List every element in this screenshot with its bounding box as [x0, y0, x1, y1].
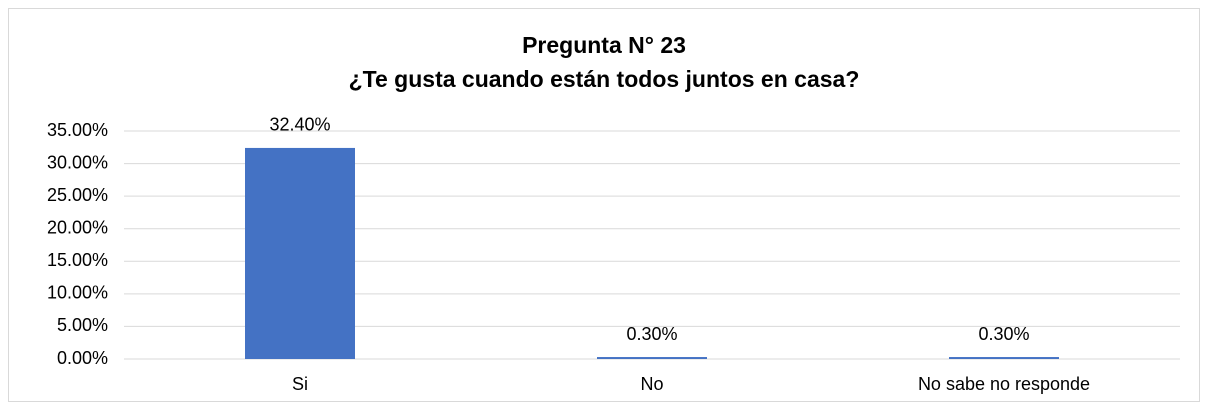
data-label: 0.30%	[626, 324, 677, 344]
x-tick-label: No sabe no responde	[918, 374, 1090, 394]
chart-title: Pregunta N° 23	[522, 32, 686, 58]
y-tick-label: 25.00%	[47, 185, 108, 205]
bar	[597, 357, 707, 359]
y-tick-label: 10.00%	[47, 283, 108, 303]
y-tick-label: 15.00%	[47, 250, 108, 270]
data-label: 0.30%	[978, 324, 1029, 344]
x-tick-label: Si	[292, 374, 308, 394]
y-tick-label: 35.00%	[47, 120, 108, 140]
y-tick-label: 30.00%	[47, 152, 108, 172]
bar	[245, 147, 355, 359]
x-tick-label: No	[640, 374, 663, 394]
chart-subtitle: ¿Te gusta cuando están todos juntos en c…	[349, 66, 860, 92]
bar	[949, 357, 1059, 359]
y-tick-label: 0.00%	[57, 348, 108, 368]
y-tick-label: 5.00%	[57, 315, 108, 335]
data-label: 32.40%	[269, 115, 330, 135]
chart-frame	[8, 8, 1200, 402]
y-tick-label: 20.00%	[47, 217, 108, 237]
